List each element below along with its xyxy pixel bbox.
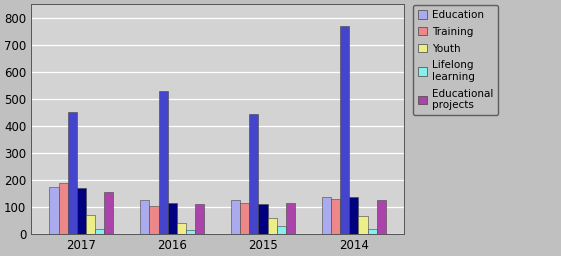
Bar — [322, 197, 331, 234]
Bar — [358, 216, 367, 234]
Bar — [376, 200, 386, 234]
Bar — [277, 226, 286, 234]
Bar — [86, 215, 95, 234]
Bar — [177, 223, 186, 234]
Bar — [149, 206, 159, 234]
Bar — [104, 192, 113, 234]
Bar — [350, 197, 358, 234]
Bar — [159, 91, 168, 234]
Bar — [286, 203, 295, 234]
Bar — [49, 187, 58, 234]
Bar — [195, 204, 204, 234]
Bar — [341, 26, 350, 234]
Bar — [77, 188, 86, 234]
Bar — [259, 204, 268, 234]
Bar — [186, 230, 195, 234]
Bar — [331, 199, 341, 234]
Bar — [168, 203, 177, 234]
Legend: Education, Training, Youth, Lifelong
learning, Educational
projects: Education, Training, Youth, Lifelong lea… — [413, 5, 498, 115]
Bar — [68, 112, 77, 234]
Bar — [58, 183, 68, 234]
Bar — [140, 200, 149, 234]
Bar — [250, 114, 259, 234]
Bar — [240, 203, 250, 234]
Bar — [231, 200, 240, 234]
Bar — [268, 218, 277, 234]
Bar — [367, 229, 376, 234]
Bar — [95, 229, 104, 234]
